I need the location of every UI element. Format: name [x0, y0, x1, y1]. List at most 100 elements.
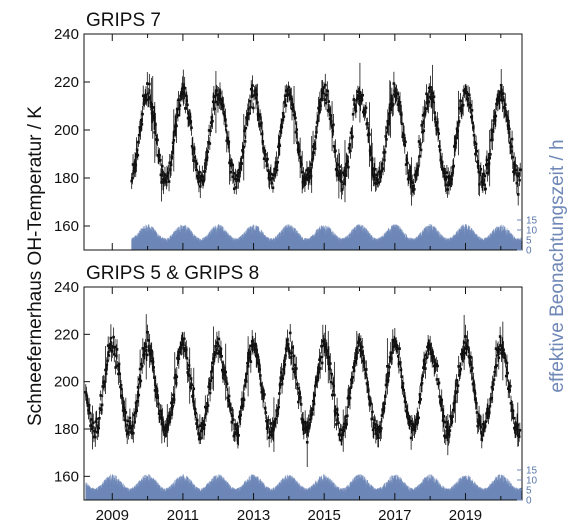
data-point: [215, 89, 218, 92]
data-point: [135, 148, 139, 152]
data-point: [392, 82, 396, 85]
data-point: [313, 142, 316, 146]
data-point: [237, 178, 240, 182]
data-point: [434, 124, 438, 127]
data-point: [315, 131, 318, 134]
data-point: [340, 180, 343, 183]
data-point: [146, 98, 150, 102]
data-point: [133, 166, 136, 170]
data-point: [226, 142, 230, 145]
data-point: [150, 111, 154, 115]
data-point: [385, 126, 389, 130]
data-point: [342, 182, 345, 185]
data-point: [413, 173, 417, 177]
data-point: [249, 87, 253, 91]
data-point: [362, 109, 366, 112]
data-point: [446, 188, 449, 191]
data-point: [265, 164, 269, 168]
data-point: [209, 129, 212, 133]
data-point: [169, 163, 173, 167]
data-point: [255, 93, 258, 96]
data-point: [343, 169, 347, 173]
data-point: [242, 145, 246, 149]
data-point: [298, 156, 302, 160]
data-point: [400, 113, 403, 116]
data-point: [179, 94, 182, 98]
data-point: [240, 162, 244, 165]
data-point: [169, 168, 172, 171]
data-point: [139, 118, 143, 122]
data-point: [276, 160, 280, 164]
data-point: [402, 134, 406, 137]
data-point: [218, 97, 221, 101]
data-point: [419, 143, 422, 146]
data-point: [326, 109, 330, 112]
data-point: [347, 165, 350, 169]
data-point: [319, 104, 322, 108]
data-point: [405, 158, 409, 161]
data-point: [425, 92, 428, 96]
data-point: [325, 93, 328, 97]
data-point: [271, 177, 274, 180]
data-point: [190, 126, 193, 130]
data-point: [319, 98, 323, 101]
data-point: [369, 151, 373, 155]
data-point: [373, 167, 377, 171]
data-point: [224, 118, 227, 122]
data-point: [400, 122, 404, 126]
data-point: [364, 110, 367, 113]
data-point: [141, 112, 144, 116]
data-point: [411, 190, 415, 193]
data-point: [202, 179, 205, 183]
data-point: [364, 106, 368, 110]
data-point: [344, 174, 347, 177]
data-point: [347, 146, 351, 150]
data-point: [133, 161, 137, 164]
data-point: [233, 177, 237, 181]
data-point: [199, 178, 203, 182]
data-point: [163, 173, 167, 176]
data-point: [243, 129, 246, 133]
data-point: [184, 94, 188, 97]
data-point: [294, 130, 298, 134]
data-point: [315, 121, 319, 124]
data-point: [218, 91, 222, 95]
data-point: [454, 141, 457, 145]
data-point: [370, 158, 374, 161]
data-point: [245, 116, 248, 119]
data-point: [429, 97, 433, 101]
data-point: [142, 102, 146, 105]
data-point: [209, 121, 213, 124]
data-point: [321, 89, 324, 93]
data-point: [306, 172, 309, 176]
data-point: [212, 95, 216, 98]
data-point: [236, 174, 239, 177]
data-point: [247, 107, 250, 111]
data-point: [219, 98, 222, 101]
data-point: [398, 101, 402, 104]
data-point: [290, 107, 294, 111]
data-point: [143, 98, 146, 102]
data-point: [422, 129, 426, 133]
data-point: [256, 101, 259, 104]
data-point: [148, 82, 151, 86]
data-point: [250, 95, 254, 98]
temperature-series: [130, 62, 522, 206]
data-point: [332, 123, 335, 127]
data-point: [271, 186, 275, 190]
data-point: [152, 114, 155, 118]
data-point: [192, 147, 196, 151]
data-point: [260, 132, 264, 136]
data-point: [188, 115, 192, 119]
data-point: [196, 177, 200, 180]
data-point: [205, 156, 209, 159]
data-point: [278, 144, 282, 147]
data-point: [406, 177, 410, 181]
data-point: [167, 171, 170, 175]
data-point: [151, 106, 155, 109]
data-point: [258, 113, 262, 116]
data-point: [293, 113, 297, 116]
data-point: [185, 99, 189, 103]
data-point: [423, 112, 426, 116]
data-point: [223, 115, 227, 118]
